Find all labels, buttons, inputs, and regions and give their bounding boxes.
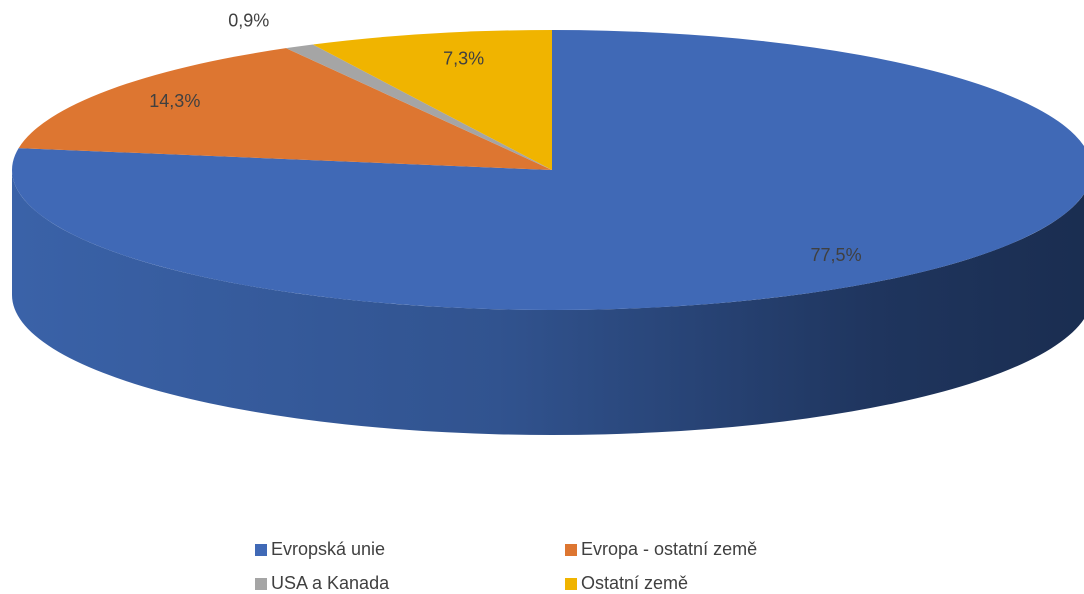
legend-swatch [565, 544, 577, 556]
legend-label: USA a Kanada [271, 573, 390, 593]
pie-slice [18, 48, 552, 171]
legend-swatch [565, 578, 577, 590]
legend-label: Evropa - ostatní země [581, 539, 757, 559]
data-label: 77,5% [811, 245, 862, 265]
pie-slice [312, 30, 552, 170]
legend-swatch [255, 578, 267, 590]
legend-swatch [255, 544, 267, 556]
data-label: 0,9% [228, 10, 269, 30]
pie-side [12, 170, 1084, 435]
pie-slice [285, 44, 552, 170]
pie-slice [12, 30, 1084, 310]
data-label: 7,3% [443, 49, 484, 69]
data-label: 14,3% [149, 91, 200, 111]
legend-label: Evropská unie [271, 539, 385, 559]
legend-label: Ostatní země [581, 573, 688, 593]
